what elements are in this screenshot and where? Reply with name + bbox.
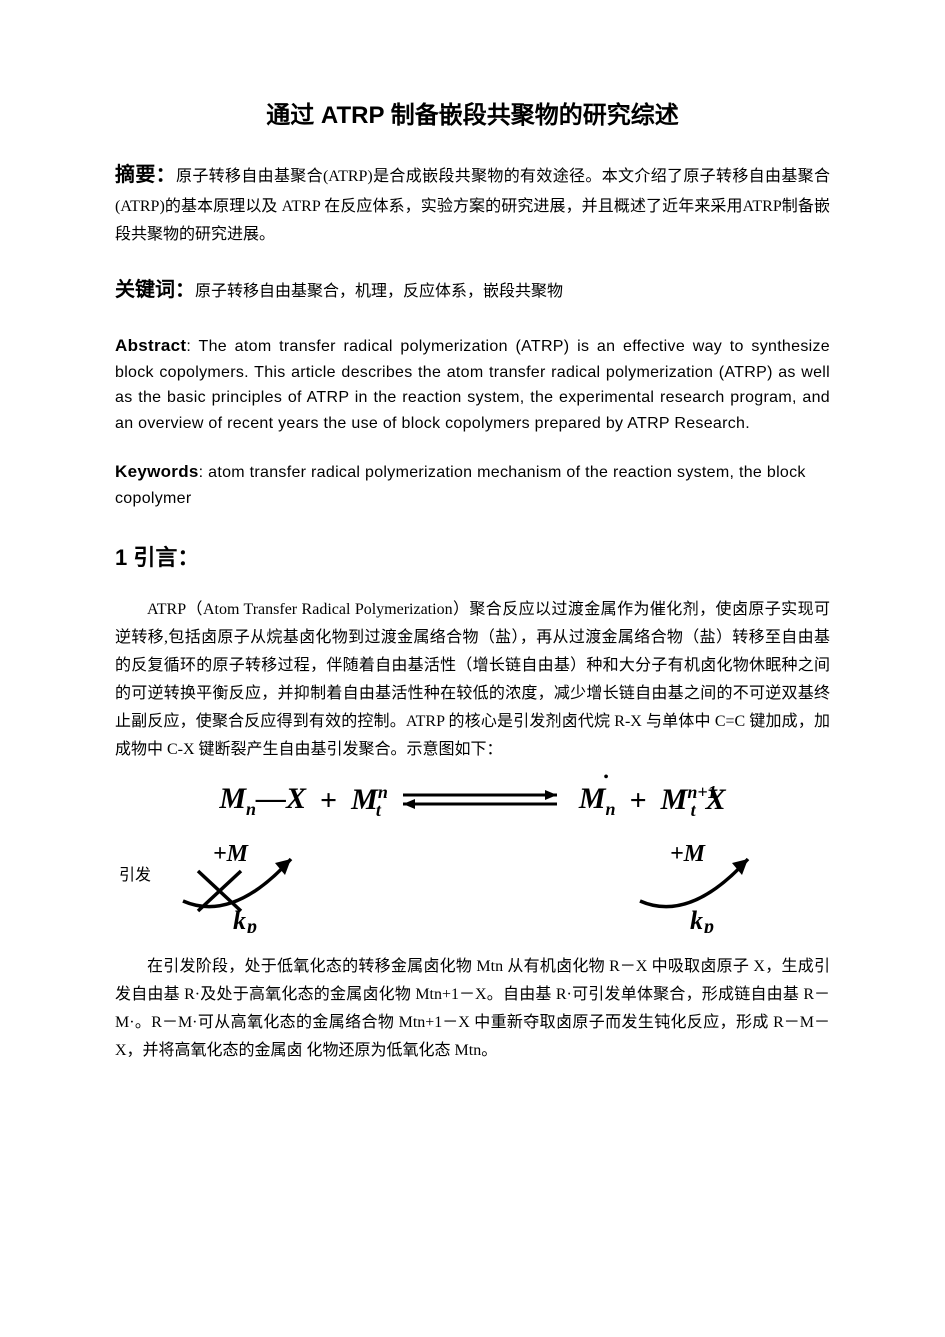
keywords-en: Keywords: atom transfer radical polymeri… bbox=[115, 458, 830, 511]
section-1-para-1: ATRP（Atom Transfer Radical Polymerizatio… bbox=[115, 596, 830, 764]
term-mn-radical: Mn bbox=[579, 782, 616, 820]
kp-crossed-arrow: +M k p bbox=[163, 843, 323, 933]
section-1-para-2: 在引发阶段，处于低氧化态的转移金属卤化物 Mtn 从有机卤化物 R－X 中吸取卤… bbox=[115, 953, 830, 1065]
kp-label-right: k bbox=[690, 906, 703, 933]
svg-text:p: p bbox=[245, 916, 257, 933]
keywords-zh: 关键词：原子转移自由基聚合，机理，反应体系，嵌段共聚物 bbox=[115, 273, 830, 308]
term-mt-n: Mnt bbox=[351, 782, 381, 821]
kp-arrow: +M k p bbox=[620, 843, 780, 933]
keywords-en-text: : atom transfer radical polymerization m… bbox=[115, 464, 806, 507]
reaction-diagram: Mn—X + Mnt Mn + Mn+1tX 引发 +M bbox=[115, 782, 830, 933]
term-mn-x: Mn—X bbox=[219, 782, 306, 820]
initiation-label: 引发 bbox=[119, 861, 151, 885]
kp-row: 引发 +M k p +M k p bbox=[115, 843, 830, 933]
abstract-en-label: Abstract bbox=[115, 336, 186, 355]
equilibrium-arrows-icon bbox=[395, 784, 565, 819]
plus-m-label-left: +M bbox=[213, 843, 250, 867]
keywords-en-label: Keywords bbox=[115, 462, 199, 481]
plus-m-label-right: +M bbox=[670, 843, 707, 867]
abstract-zh: 摘要：原子转移自由基聚合(ATRP)是合成嵌段共聚物的有效途径。本文介绍了原子转… bbox=[115, 158, 830, 249]
keywords-zh-text: 原子转移自由基聚合，机理，反应体系，嵌段共聚物 bbox=[195, 283, 563, 300]
abstract-zh-label: 摘要： bbox=[115, 164, 176, 186]
kp-label-left: k bbox=[233, 906, 246, 933]
plus-1: + bbox=[320, 784, 337, 818]
section-1-heading: 1 引言： bbox=[115, 540, 830, 572]
keywords-zh-label: 关键词： bbox=[115, 279, 195, 301]
abstract-en: Abstract: The atom transfer radical poly… bbox=[115, 332, 830, 436]
term-mt-n1-x: Mn+1tX bbox=[661, 782, 726, 821]
equilibrium-equation: Mn—X + Mnt Mn + Mn+1tX bbox=[115, 782, 830, 821]
svg-text:p: p bbox=[702, 916, 714, 933]
abstract-zh-text: 原子转移自由基聚合(ATRP)是合成嵌段共聚物的有效途径。本文介绍了原子转移自由… bbox=[115, 168, 830, 243]
plus-2: + bbox=[630, 784, 647, 818]
abstract-en-text: : The atom transfer radical polymerizati… bbox=[115, 338, 830, 432]
page-title: 通过 ATRP 制备嵌段共聚物的研究综述 bbox=[115, 95, 830, 130]
